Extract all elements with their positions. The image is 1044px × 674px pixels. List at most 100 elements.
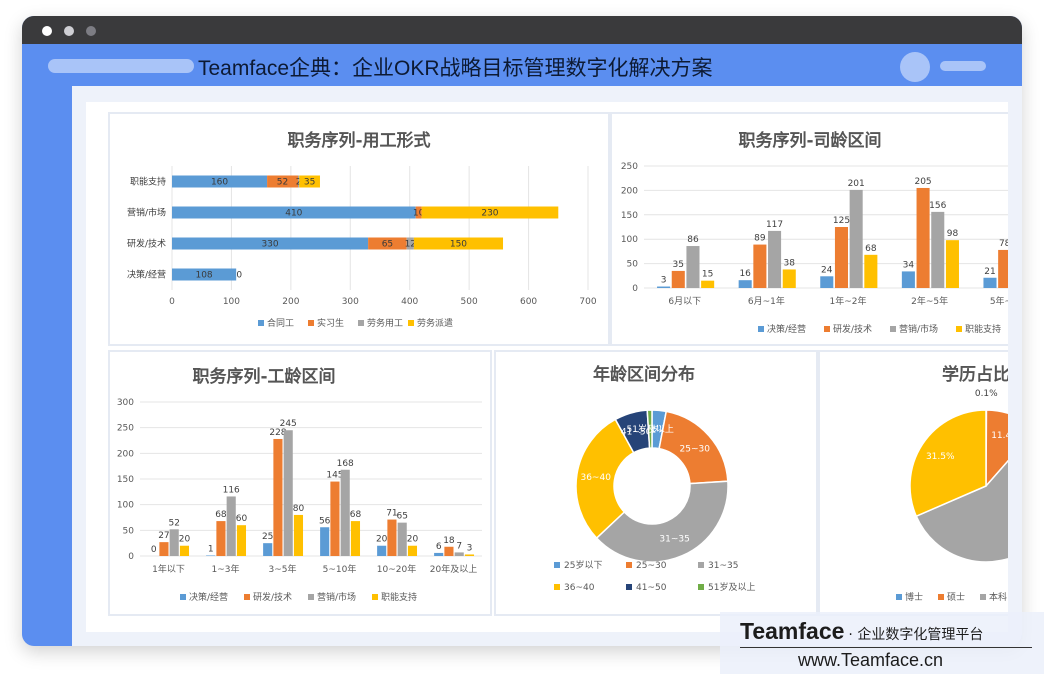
chart-panel-age: 年龄区间分布 25岁以下 25~30 31~35 36~40 41~50 51岁及以上 25…	[496, 352, 816, 614]
window-maximize-dot-icon[interactable]	[86, 26, 96, 36]
x-tick-label: 300	[342, 297, 359, 307]
y-tick-label: 300	[117, 398, 134, 408]
watermark: Teamface · 企业数字化管理平台 www.Teamface.cn	[720, 612, 1044, 674]
data-label: 52	[277, 178, 288, 188]
bar-segment	[297, 175, 300, 188]
legend-label: 合同工	[267, 317, 294, 329]
legend-label: 研发/技术	[253, 591, 292, 603]
bar-segment	[172, 175, 268, 188]
bar	[377, 545, 387, 556]
data-label: 125	[833, 216, 850, 226]
data-label: 245	[280, 419, 297, 429]
y-tick-label: 200	[117, 449, 134, 459]
data-label: 168	[337, 459, 354, 469]
bar	[206, 555, 216, 556]
bar-segment	[172, 268, 237, 281]
data-label: 52	[168, 518, 179, 528]
avatar[interactable]	[900, 52, 930, 82]
data-label: 228	[269, 428, 286, 438]
bar	[283, 430, 293, 556]
data-label: 117	[766, 220, 783, 230]
data-label: 205	[914, 177, 931, 187]
watermark-tagline: · 企业数字化管理平台	[848, 627, 984, 643]
window-close-dot-icon[interactable]	[42, 26, 52, 36]
legend-swatch	[308, 320, 314, 326]
legend-swatch	[890, 326, 896, 332]
data-label: 35	[673, 260, 684, 270]
x-category-label: 6月~1年	[748, 295, 785, 307]
legend-label: 51岁及以上	[708, 581, 755, 593]
chart-panel-employment-type: 职务序列-用工形式 0 100 200 300 400 500 600 700 职能支持 160 5…	[110, 114, 608, 344]
bar	[179, 545, 190, 556]
x-category-label: 1年以下	[152, 563, 185, 575]
watermark-url[interactable]: www.Teamface.cn	[798, 650, 944, 670]
chart-title: 职务序列-工龄区间	[192, 367, 336, 387]
data-label: 60	[236, 514, 248, 524]
legend-swatch	[956, 326, 962, 332]
bar	[340, 469, 350, 556]
legend-swatch	[244, 594, 250, 600]
y-category-label: 决策/经营	[127, 269, 166, 281]
bar	[434, 552, 444, 556]
bar	[998, 249, 1008, 288]
bar	[350, 521, 361, 556]
pie-slice	[595, 480, 729, 563]
legend-label: 41~50	[636, 583, 667, 593]
bar-segment	[299, 175, 320, 188]
data-label: 68	[865, 244, 877, 254]
data-label: 89	[754, 234, 766, 244]
bar	[671, 270, 685, 288]
data-label: 108	[195, 271, 212, 281]
bar	[864, 254, 878, 288]
data-label: 56	[319, 516, 331, 526]
data-label: 20	[407, 535, 419, 545]
data-label: 27	[158, 531, 169, 541]
legend-swatch	[626, 584, 632, 590]
x-tick-label: 600	[520, 297, 537, 307]
legend-label: 本科	[989, 591, 1007, 603]
legend-label: 决策/经营	[767, 323, 806, 335]
watermark-brand: Teamface · 企业数字化管理平台	[740, 618, 983, 645]
legend-label: 25岁以下	[564, 559, 602, 571]
legend-swatch	[258, 320, 264, 326]
bar	[753, 244, 767, 288]
legend-swatch	[824, 326, 830, 332]
bar	[983, 277, 997, 288]
watermark-brand-name: Teamface	[740, 618, 845, 644]
slice-label: 11.4%	[991, 431, 1008, 441]
user-name-placeholder	[940, 61, 986, 71]
data-label: 0	[236, 271, 242, 281]
data-label: 3	[661, 276, 667, 286]
data-label: 201	[848, 179, 865, 189]
bar-segment	[267, 175, 298, 188]
legend-swatch	[308, 594, 314, 600]
data-label: 78	[999, 239, 1008, 249]
data-label: 34	[903, 260, 915, 270]
legend-label: 劳务派遣	[417, 317, 453, 329]
legend-swatch	[698, 562, 704, 568]
address-bar-placeholder	[48, 59, 194, 73]
slice-label: 25~30	[680, 444, 711, 454]
data-label: 68	[215, 510, 227, 520]
data-label: 1	[208, 544, 214, 554]
data-label: 16	[739, 269, 751, 279]
slice-label: 36~40	[580, 473, 611, 483]
bar	[738, 280, 752, 288]
data-label: 20	[376, 535, 388, 545]
x-category-label: 1年~2年	[830, 295, 867, 307]
data-label: 3	[467, 543, 473, 553]
legend-label: 职能支持	[965, 323, 1001, 335]
x-category-label: 20年及以上	[430, 563, 477, 575]
bar	[159, 542, 169, 556]
legend-label: 31~35	[708, 561, 738, 571]
chart-panel-work-years: 职务序列-工龄区间 0 50 100 150 200 250 300 0 27 52 20 1年以下 1…	[110, 352, 490, 614]
window-minimize-dot-icon[interactable]	[64, 26, 74, 36]
chart-title: 职务序列-司龄区间	[738, 131, 882, 151]
x-category-label: 6月以下	[668, 296, 701, 307]
legend-label: 实习生	[317, 317, 344, 329]
legend-swatch	[372, 594, 378, 600]
pie-slice	[909, 409, 987, 518]
x-tick-label: 0	[169, 297, 175, 307]
